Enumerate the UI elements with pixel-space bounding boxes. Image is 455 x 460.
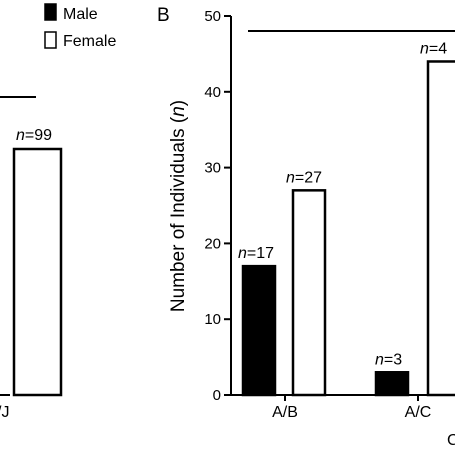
legend-label-male: Male xyxy=(63,6,98,23)
data-label: n=4 xyxy=(420,40,447,57)
bar-female-ac xyxy=(426,60,455,397)
data-label: n=17 xyxy=(238,245,274,262)
y-tick-label: 30 xyxy=(204,160,221,177)
legend-swatch-male xyxy=(44,3,57,21)
bar-male-ac xyxy=(374,371,410,397)
bar-male-ab xyxy=(241,264,277,397)
panel-b-y-axis-label: Number of Individuals (n) xyxy=(168,100,189,312)
category-label: A/B xyxy=(272,404,298,421)
data-label: n=27 xyxy=(286,169,322,186)
panel-b-letter: B xyxy=(157,5,170,26)
bar-female-ab xyxy=(291,189,327,397)
panel-b-y-ticks: 0 10 20 30 40 50 xyxy=(204,8,231,404)
y-tick-label: 20 xyxy=(204,235,221,252)
y-tick-label: 10 xyxy=(204,311,221,328)
panel-a-partial-category: /J xyxy=(0,404,9,421)
panel-b-bars: n=17 n=3 n=27 n=4 xyxy=(238,40,455,397)
y-tick-label: 50 xyxy=(204,8,221,25)
panel-a-bar-label: n=99 xyxy=(16,127,52,144)
y-tick-label: 0 xyxy=(213,387,221,404)
legend-label-female: Female xyxy=(63,33,116,50)
panel-a-bar-female xyxy=(12,147,63,397)
panel-b-categories: A/B A/C xyxy=(272,395,431,421)
legend-swatch-female xyxy=(44,31,57,49)
data-label: n=3 xyxy=(375,351,402,368)
category-label: A/C xyxy=(405,404,432,421)
panel-b-partial-x-label: C xyxy=(447,432,455,449)
y-tick-label: 40 xyxy=(204,84,221,101)
